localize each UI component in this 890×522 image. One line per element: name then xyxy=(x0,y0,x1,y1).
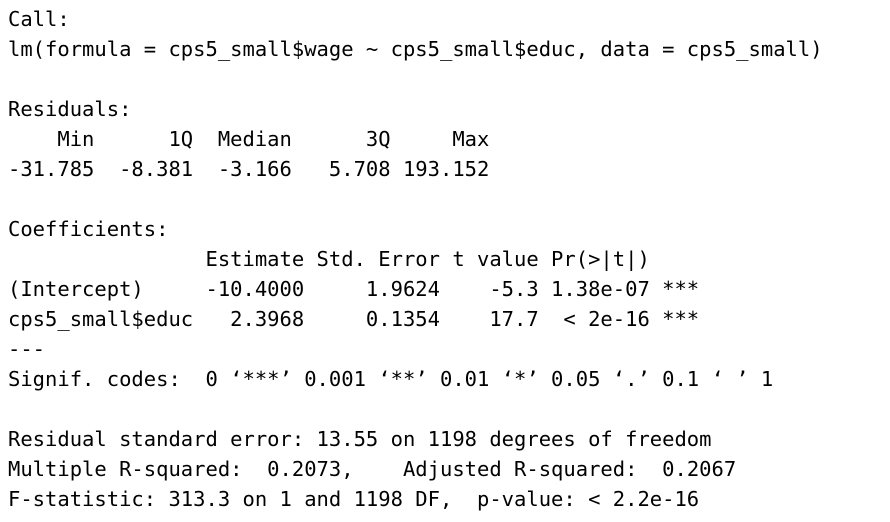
coefficients-columns: Estimate Std. Error t value Pr(>|t|) xyxy=(8,247,700,271)
blank-line xyxy=(8,394,890,424)
f-statistic: F-statistic: 313.3 on 1 and 1198 DF, p-v… xyxy=(8,487,700,511)
call-header: Call: xyxy=(8,7,70,31)
coefficients-header: Coefficients: xyxy=(8,217,169,241)
blank-line xyxy=(8,64,890,94)
separator: --- xyxy=(8,337,46,361)
coefficient-row-intercept: (Intercept) -10.4000 1.9624 -5.3 1.38e-0… xyxy=(8,277,700,301)
residuals-header: Residuals: xyxy=(8,97,132,121)
residual-standard-error: Residual standard error: 13.55 on 1198 d… xyxy=(8,427,712,451)
blank-line xyxy=(8,184,890,214)
r-squared: Multiple R-squared: 0.2073, Adjusted R-s… xyxy=(8,457,749,481)
call-formula: lm(formula = cps5_small$wage ~ cps5_smal… xyxy=(8,37,823,61)
residuals-columns: Min 1Q Median 3Q Max xyxy=(8,127,502,151)
signif-codes: Signif. codes: 0 ‘***’ 0.001 ‘**’ 0.01 ‘… xyxy=(8,367,774,391)
coefficient-row-educ: cps5_small$educ 2.3968 0.1354 17.7 < 2e-… xyxy=(8,307,700,331)
residuals-values: -31.785 -8.381 -3.166 5.708 193.152 xyxy=(8,157,502,181)
